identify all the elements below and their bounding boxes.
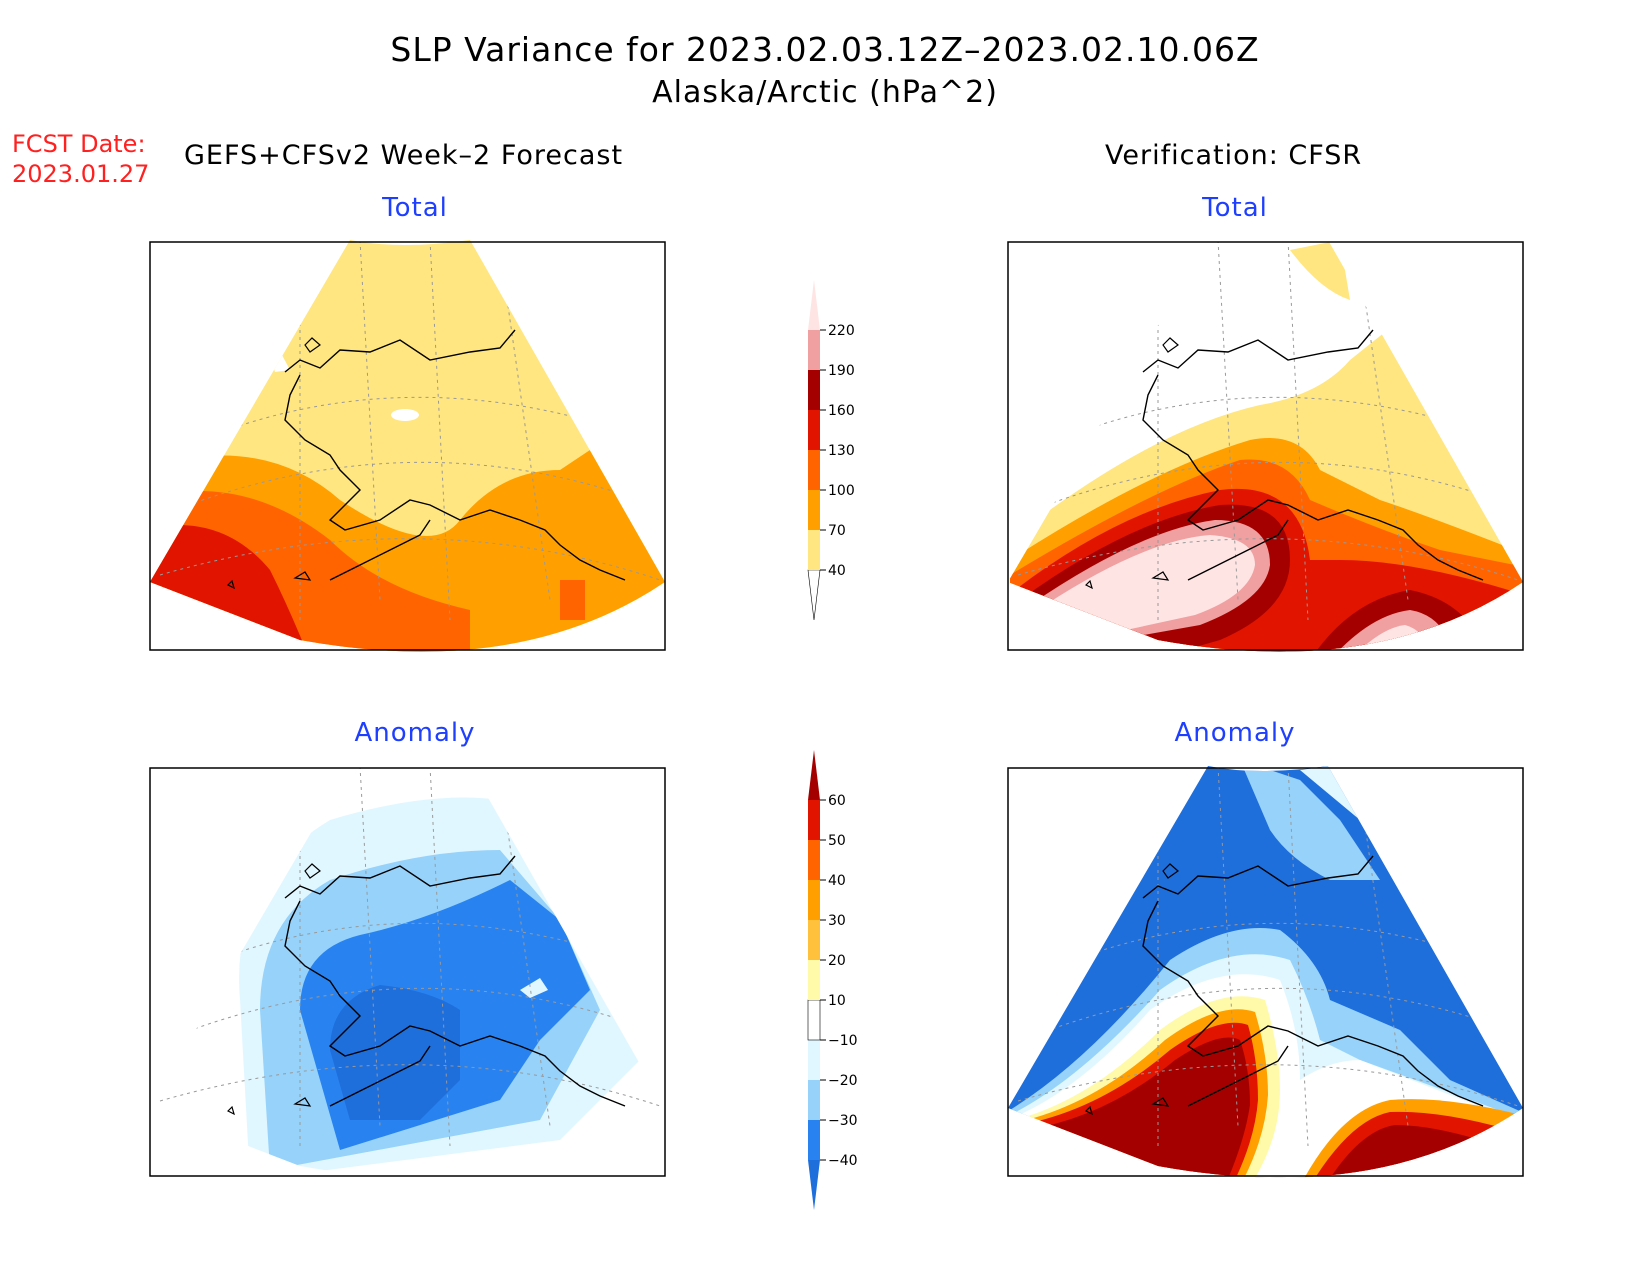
forecast-anomaly-title: Anomaly xyxy=(354,718,476,748)
colorbar-tick-label: 70 xyxy=(828,523,846,539)
colorbar-swatch xyxy=(808,1080,820,1120)
colorbar-swatch xyxy=(808,800,820,840)
forecast-heading: GEFS+CFSv2 Week–2 Forecast xyxy=(184,140,624,171)
colorbar-tick-label: 130 xyxy=(828,443,855,459)
verif-anomaly-map xyxy=(1007,766,1524,1178)
colorbar-tick-label: 40 xyxy=(828,873,846,889)
colorbar-swatch xyxy=(808,490,820,530)
colorbar-swatch xyxy=(808,920,820,960)
colorbar-tick-label: −40 xyxy=(828,1153,858,1169)
colorbar-tick-label: −30 xyxy=(828,1113,858,1129)
colorbar-tick-label: 30 xyxy=(828,913,846,929)
map-subtitle: Alaska/Arctic (hPa^2) xyxy=(652,75,998,110)
colorbar-tick-label: 20 xyxy=(828,953,846,969)
forecast-total-map xyxy=(149,240,666,652)
forecast-total-title: Total xyxy=(382,193,448,223)
colorbar-tick-label: 190 xyxy=(828,363,855,379)
colorbar-swatch xyxy=(808,280,820,330)
forecast-anomaly-map xyxy=(149,766,666,1178)
fcst-date-label: FCST Date: xyxy=(12,130,146,158)
colorbar-swatch xyxy=(808,330,820,370)
colorbar-tick-label: −20 xyxy=(828,1073,858,1089)
colorbar-tick-label: 160 xyxy=(828,403,855,419)
colorbar-swatch xyxy=(808,370,820,410)
colorbar-tick-label: 60 xyxy=(828,793,846,809)
colorbar-swatch xyxy=(808,1040,820,1080)
verif-anomaly-title: Anomaly xyxy=(1174,718,1296,748)
colorbar-tick-label: −10 xyxy=(828,1033,858,1049)
verif-total-map xyxy=(1007,240,1524,652)
colorbar-tick-label: 100 xyxy=(828,483,855,499)
total-colorbar: 40 70 100 130 160 190 220 xyxy=(807,280,855,621)
colorbar-swatch xyxy=(808,1160,820,1210)
map-title: SLP Variance for 2023.02.03.12Z–2023.02.… xyxy=(390,30,1260,69)
colorbar-swatch xyxy=(808,1120,820,1160)
verif-total-title: Total xyxy=(1202,193,1268,223)
colorbar-swatch xyxy=(808,960,820,1000)
colorbar-tick-label: 50 xyxy=(828,833,846,849)
colorbar-swatch xyxy=(808,880,820,920)
colorbar-swatch xyxy=(807,999,821,1041)
fcst-date-value: 2023.01.27 xyxy=(12,160,150,188)
colorbar-swatch xyxy=(808,840,820,880)
colorbar-swatch xyxy=(807,569,821,621)
colorbar-tick-label: 10 xyxy=(828,993,846,1009)
colorbar-swatch xyxy=(808,410,820,450)
anomaly-colorbar: −40 −30 −20 −10 10 20 30 40 50 60 xyxy=(807,750,858,1210)
colorbar-tick-label: 220 xyxy=(828,323,855,339)
colorbar-tick-label: 40 xyxy=(828,563,846,579)
colorbar-swatch xyxy=(808,530,820,570)
colorbar-swatch xyxy=(808,750,820,800)
colorbar-swatch xyxy=(808,450,820,490)
verification-heading: Verification: CFSR xyxy=(1105,140,1363,171)
